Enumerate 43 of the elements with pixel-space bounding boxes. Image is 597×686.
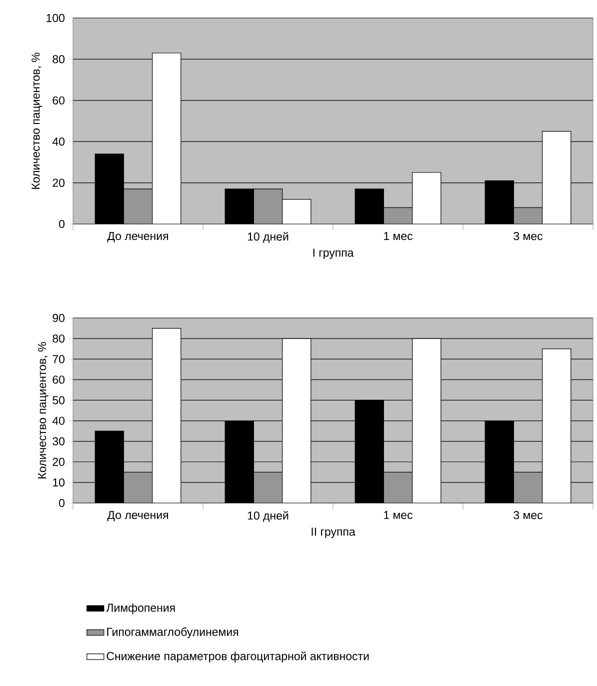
y-tick-label: 40 <box>52 416 65 425</box>
y-tick-label: 60 <box>52 96 65 104</box>
x-tick-label: 3 мес <box>514 232 543 240</box>
x-tick-label: 1 мес <box>384 511 413 520</box>
y-tick-label: 80 <box>52 55 65 64</box>
x-axis-title: I группа <box>313 248 354 260</box>
legend-label: Лимфопения <box>106 603 175 614</box>
y-tick-label: 20 <box>52 178 65 187</box>
bar <box>282 198 312 224</box>
bar <box>152 328 182 503</box>
y-tick-label: 0 <box>59 498 65 508</box>
y-tick-label: 60 <box>52 376 65 384</box>
bar <box>412 338 442 503</box>
y-tick-label: 0 <box>59 220 65 228</box>
y-axis-title: Количество пациентов, % <box>32 52 42 189</box>
bar <box>253 472 283 503</box>
y-tick-label: 70 <box>52 355 65 364</box>
x-tick-label: 10 дней <box>248 232 288 243</box>
legend-label: Гипогаммаглобулинемия <box>107 627 238 638</box>
bar <box>513 472 543 503</box>
x-tick-label: 1 мес <box>384 232 413 240</box>
x-tick-label: 10 дней <box>248 511 288 522</box>
y-tick-label: 50 <box>52 396 65 404</box>
y-tick-label: 100 <box>46 14 65 22</box>
y-tick-label: 10 <box>53 478 65 486</box>
y-tick-label: 20 <box>52 458 65 466</box>
x-tick-label: До лечения <box>107 232 168 242</box>
y-tick-label: 80 <box>52 334 65 343</box>
bar <box>282 338 312 503</box>
x-tick-label: До лечения <box>107 511 168 522</box>
x-axis-title: II группа <box>312 528 356 538</box>
y-tick-label: 90 <box>52 314 65 322</box>
y-axis-title: Количество пациентов, % <box>38 342 48 478</box>
y-tick-label: 30 <box>52 437 65 446</box>
bar <box>542 130 572 224</box>
bar <box>152 52 182 224</box>
y-tick-label: 40 <box>52 138 65 146</box>
bar <box>542 348 572 503</box>
bar <box>383 472 413 503</box>
bar <box>123 472 153 503</box>
bar <box>412 172 442 224</box>
x-tick-label: 3 мес <box>514 511 543 520</box>
legend-label: Снижение параметров фагоцитарной активности <box>106 652 369 662</box>
